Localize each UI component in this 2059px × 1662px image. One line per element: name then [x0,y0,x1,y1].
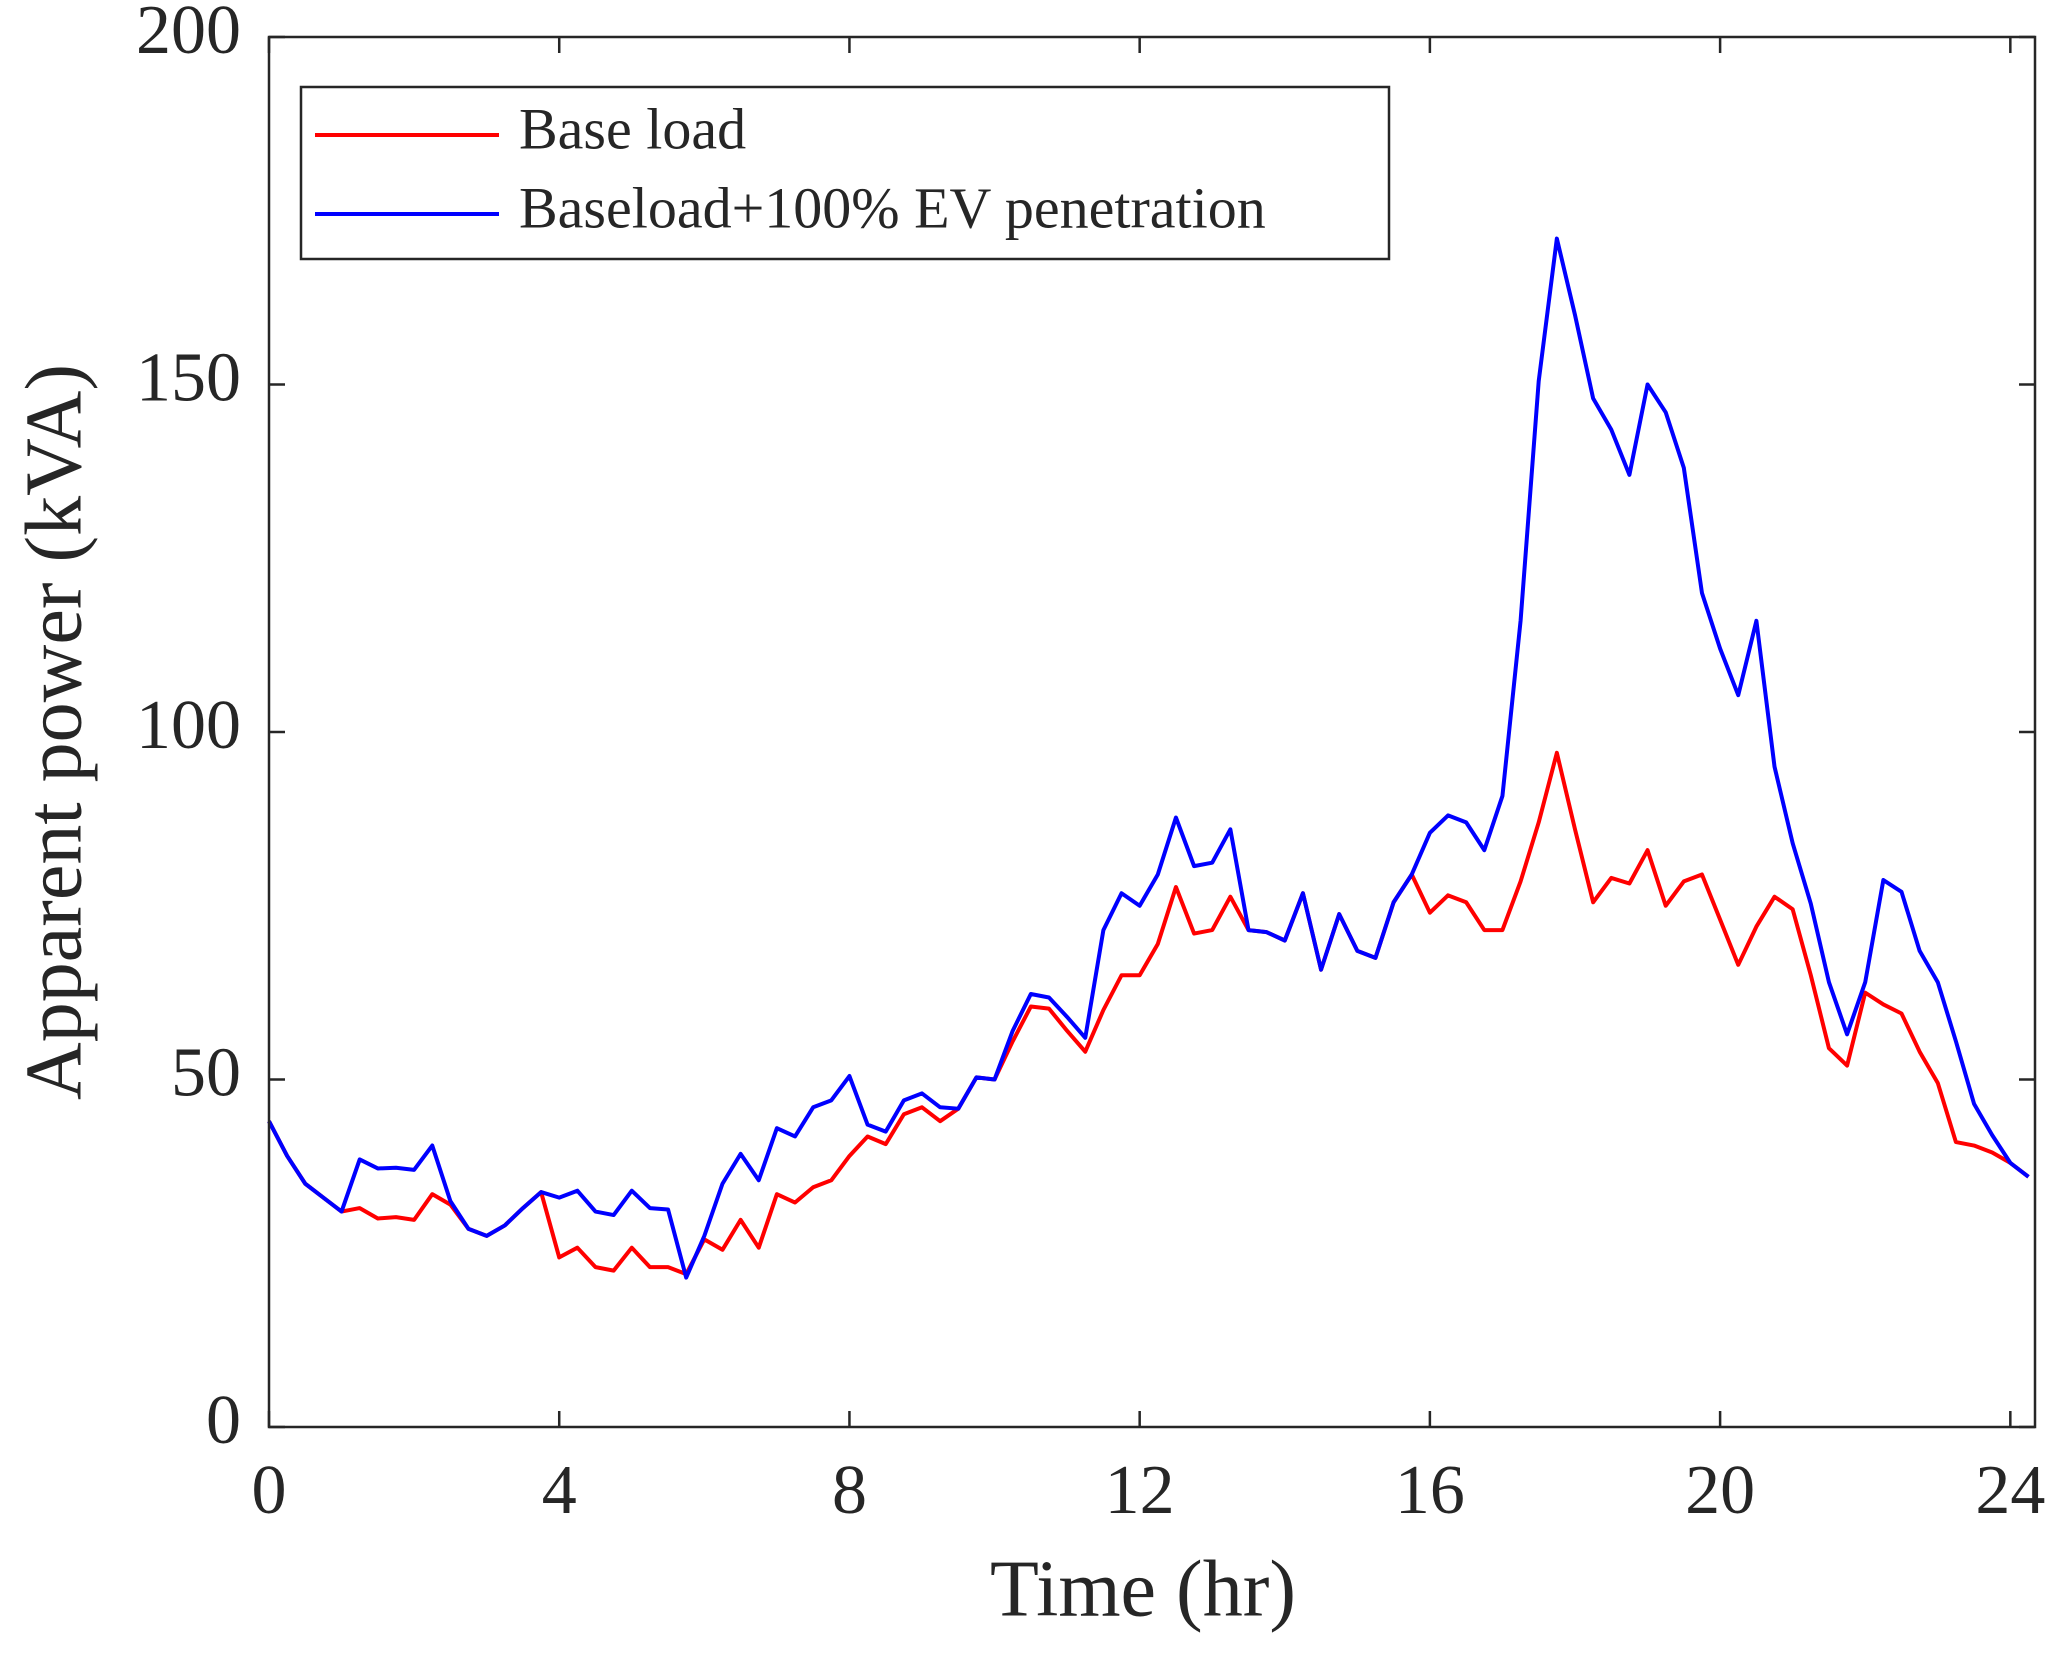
x-tick-label: 8 [832,1452,867,1529]
legend-label: Baseload+100% EV penetration [519,175,1266,240]
x-tick-label: 20 [1685,1452,1755,1529]
y-axis-label: Apparent power (kVA) [10,364,98,1100]
line-series [267,750,2030,1277]
x-tick-label: 12 [1105,1452,1175,1529]
x-axis-label: Time (hr) [990,1545,1296,1633]
legend-label: Base load [519,96,746,161]
y-tick-label: 0 [206,1382,241,1459]
legend-box [299,85,1391,261]
y-tick-label: 200 [136,0,241,69]
x-tick-label: 24 [1975,1452,2045,1529]
x-tick-label: 0 [252,1452,287,1529]
line-series [267,236,2030,1280]
y-tick-label: 100 [136,687,241,764]
x-tick-label: 16 [1395,1452,1465,1529]
y-tick-label: 50 [171,1035,241,1112]
x-tick-label: 4 [542,1452,577,1529]
y-tick-label: 150 [136,340,241,417]
